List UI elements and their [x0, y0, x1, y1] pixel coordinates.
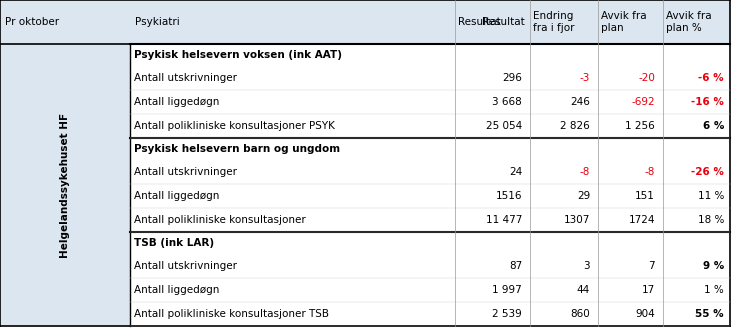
Text: Endring
fra i fjor: Endring fra i fjor — [533, 11, 575, 33]
Text: 1 %: 1 % — [704, 285, 724, 295]
Text: 25 054: 25 054 — [486, 121, 522, 131]
Text: Antall utskrivninger: Antall utskrivninger — [134, 73, 237, 83]
Text: 29: 29 — [577, 191, 590, 201]
Text: 1307: 1307 — [564, 215, 590, 225]
Text: 860: 860 — [570, 309, 590, 319]
Text: Psykisk helsevern barn og ungdom: Psykisk helsevern barn og ungdom — [134, 144, 340, 154]
Text: -6 %: -6 % — [698, 73, 724, 83]
Text: Antall liggedøgn: Antall liggedøgn — [134, 97, 220, 107]
Text: 11 %: 11 % — [698, 191, 724, 201]
Text: 44: 44 — [577, 285, 590, 295]
Text: 1516: 1516 — [496, 191, 522, 201]
Text: 3 668: 3 668 — [492, 97, 522, 107]
Text: -8: -8 — [645, 167, 655, 177]
Bar — [0, 0, 730, 44]
Text: 296: 296 — [502, 73, 522, 83]
Text: -20: -20 — [638, 73, 655, 83]
Text: 87: 87 — [509, 261, 522, 271]
Text: Antall utskrivninger: Antall utskrivninger — [134, 261, 237, 271]
Text: Antall utskrivninger: Antall utskrivninger — [134, 167, 237, 177]
Text: Resultat: Resultat — [458, 17, 501, 27]
Text: -16 %: -16 % — [691, 97, 724, 107]
Text: -3: -3 — [580, 73, 590, 83]
Text: 904: 904 — [635, 309, 655, 319]
Text: Antall polikliniske konsultasjoner: Antall polikliniske konsultasjoner — [134, 215, 306, 225]
Text: 6 %: 6 % — [703, 121, 724, 131]
Text: 55 %: 55 % — [695, 309, 724, 319]
Text: 1 997: 1 997 — [492, 285, 522, 295]
Text: Helgelandssykehuset HF: Helgelandssykehuset HF — [60, 113, 70, 258]
Text: Psykisk helsevern voksen (ink AAT): Psykisk helsevern voksen (ink AAT) — [134, 50, 342, 60]
Text: 151: 151 — [635, 191, 655, 201]
Text: 3: 3 — [583, 261, 590, 271]
Text: 17: 17 — [642, 285, 655, 295]
Text: 2 826: 2 826 — [560, 121, 590, 131]
Text: -692: -692 — [632, 97, 655, 107]
Text: Antall polikliniske konsultasjoner PSYK: Antall polikliniske konsultasjoner PSYK — [134, 121, 335, 131]
Text: Avvik fra
plan: Avvik fra plan — [601, 11, 646, 33]
Text: Avvik fra
plan %: Avvik fra plan % — [666, 11, 712, 33]
Text: 7: 7 — [649, 261, 655, 271]
Text: 246: 246 — [570, 97, 590, 107]
Text: 9 %: 9 % — [703, 261, 724, 271]
Text: -26 %: -26 % — [691, 167, 724, 177]
Text: Resultat: Resultat — [482, 17, 525, 27]
Text: 1 256: 1 256 — [625, 121, 655, 131]
Text: 1724: 1724 — [629, 215, 655, 225]
Text: Pr oktober: Pr oktober — [5, 17, 59, 27]
Text: 11 477: 11 477 — [485, 215, 522, 225]
Text: 24: 24 — [509, 167, 522, 177]
Text: 18 %: 18 % — [698, 215, 724, 225]
Bar — [0, 44, 130, 326]
Text: Antall liggedøgn: Antall liggedøgn — [134, 191, 220, 201]
Text: 2 539: 2 539 — [492, 309, 522, 319]
Text: -8: -8 — [580, 167, 590, 177]
Text: Psykiatri: Psykiatri — [135, 17, 180, 27]
Text: Antall polikliniske konsultasjoner TSB: Antall polikliniske konsultasjoner TSB — [134, 309, 329, 319]
Text: Antall liggedøgn: Antall liggedøgn — [134, 285, 220, 295]
Text: TSB (ink LAR): TSB (ink LAR) — [134, 238, 214, 248]
